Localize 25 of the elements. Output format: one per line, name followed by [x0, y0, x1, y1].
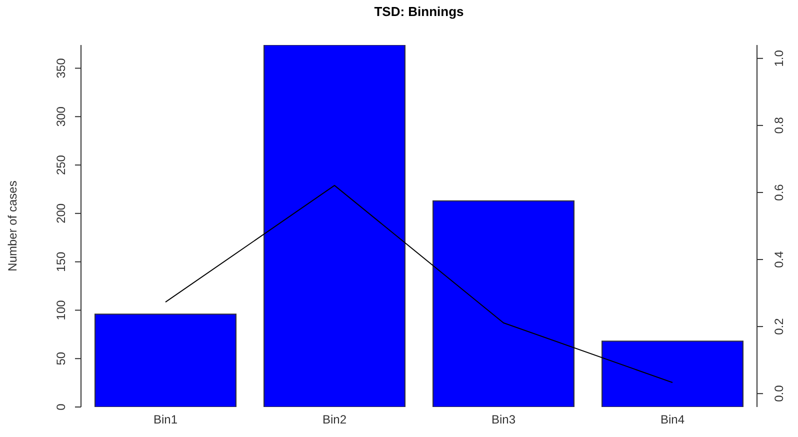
line-series	[165, 184, 673, 384]
y2-tick-label: 0.0	[772, 384, 786, 402]
y2-tick-label: 0.8	[772, 116, 786, 134]
y2-tick-label: 1.0	[772, 50, 786, 67]
y-tick-label: 300	[54, 106, 68, 127]
y-tick-label: 350	[54, 58, 68, 78]
x-tick-label: Bin1	[153, 412, 178, 427]
y-tick-label: 150	[54, 251, 68, 272]
y2-tick-label: 0.6	[772, 184, 786, 201]
y-tick-label: 100	[54, 300, 68, 320]
x-tick-label: Bin4	[660, 412, 685, 427]
y2-tick-label: 0.4	[772, 250, 786, 268]
x-tick-label: Bin2	[322, 412, 347, 427]
bar	[602, 340, 744, 407]
x-tick-label: Bin3	[491, 412, 516, 427]
y-tick-label: 0	[54, 403, 68, 410]
y2-tick-label: 0.2	[772, 318, 786, 335]
y-tick-label: 250	[54, 154, 68, 176]
y-axis-title: Number of cases	[5, 180, 20, 272]
bar	[94, 314, 236, 407]
chart-title: TSD: Binnings	[373, 4, 465, 19]
bar	[264, 45, 406, 407]
y-tick-label: 50	[54, 352, 68, 366]
bar	[432, 200, 574, 407]
y-tick-label: 200	[54, 203, 68, 224]
